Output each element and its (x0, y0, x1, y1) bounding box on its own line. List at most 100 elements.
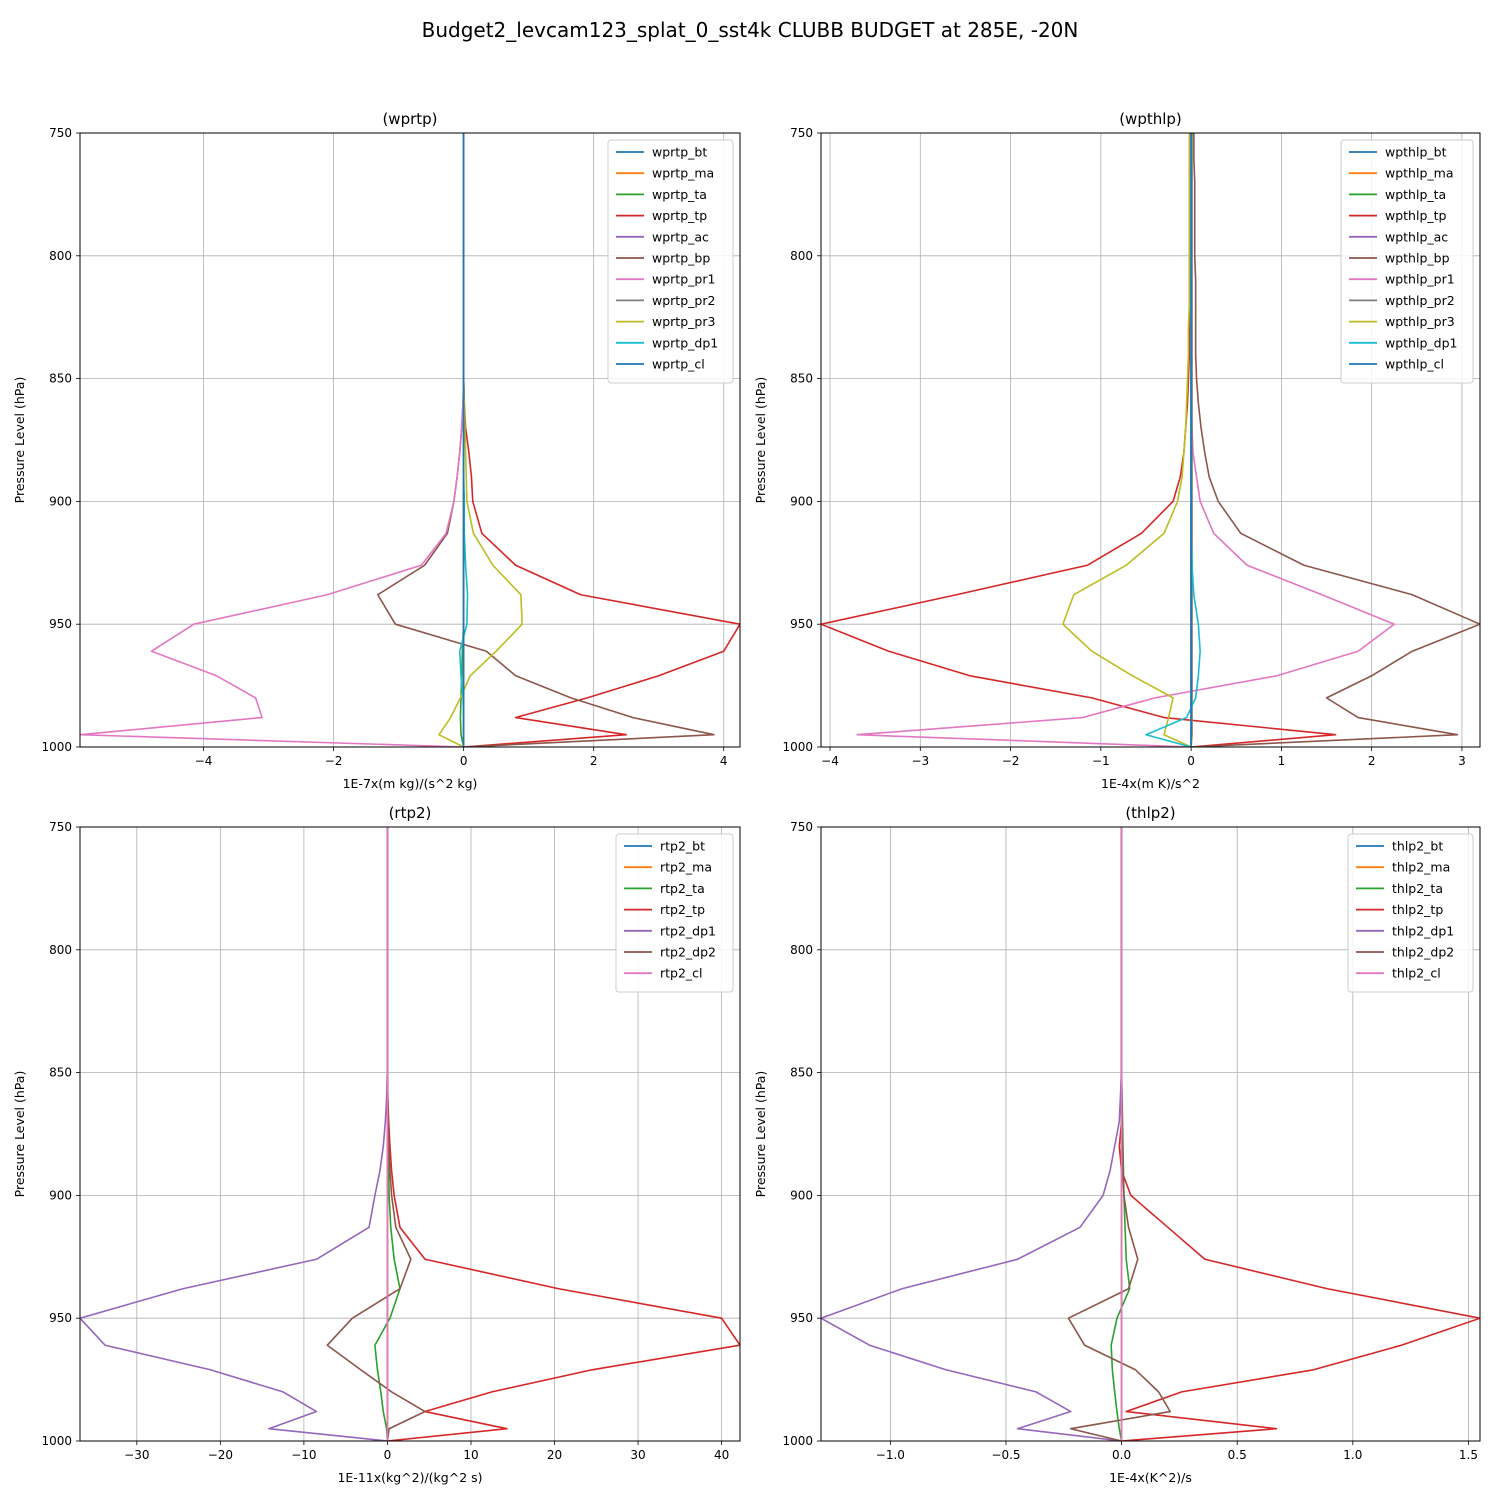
x-tick-label: 4 (720, 754, 728, 768)
y-axis-label: Pressure Level (hPa) (753, 377, 768, 504)
series-line-wpthlp_bp (1191, 133, 1480, 747)
x-tick-label: −4 (821, 754, 839, 768)
y-axis-label: Pressure Level (hPa) (12, 1071, 27, 1198)
legend-label: wprtp_ta (652, 187, 707, 202)
y-tick-label: 900 (790, 494, 813, 508)
legend-label: rtp2_bt (660, 839, 705, 854)
legend-label: wprtp_pr2 (652, 293, 715, 308)
y-tick-label: 900 (49, 1188, 72, 1202)
x-tick-label: −4 (195, 754, 213, 768)
legend-label: wprtp_ma (652, 166, 714, 181)
y-tick-label: 850 (790, 1066, 813, 1080)
y-tick-label: 900 (790, 1188, 813, 1202)
series-line-wpthlp_pr2 (1190, 133, 1193, 747)
y-tick-label: 1000 (782, 740, 813, 754)
y-tick-label: 900 (49, 494, 72, 508)
legend-label: wprtp_pr3 (652, 314, 715, 329)
y-tick-label: 1000 (41, 740, 72, 754)
x-tick-label: 0 (384, 1448, 392, 1462)
y-tick-label: 750 (49, 820, 72, 834)
series-group (80, 133, 740, 747)
chart-panel-3: −30 −20 −10 0 10 20 30 40 750 800 850 900 950 1000 (rt… (12, 804, 741, 1485)
legend-label: wpthlp_cl (1385, 357, 1444, 372)
x-tick-label: 30 (630, 1448, 645, 1462)
legend: thlp2_bt thlp2_ma thlp2_ta thlp2_tp thlp2_dp… (1347, 833, 1474, 993)
chart-panel-1: −4 −2 0 2 4 750 800 850 900 950 1000 (wprtp) 1E-7x(m… (12, 110, 741, 791)
y-tick-label: 800 (790, 249, 813, 263)
chart-panel-2: −4 −3 −2 −1 0 1 2 3 750 800 850 900 950 1000 (wpthlp) 1… (753, 110, 1481, 791)
plot-frame (79, 826, 741, 1442)
legend-label: rtp2_cl (660, 966, 703, 981)
x-tick-label: −0.5 (991, 1448, 1020, 1462)
x-tick-label: −2 (1002, 754, 1020, 768)
chart-title: (wprtp) (382, 110, 437, 128)
legend-label: wprtp_ac (652, 229, 709, 244)
x-axis-label: 1E-7x(m kg)/(s^2 kg) (343, 776, 478, 791)
x-tick-label: −3 (911, 754, 929, 768)
legend-label: wprtp_pr1 (652, 272, 715, 287)
x-tick-label: 0 (1187, 754, 1195, 768)
legend-label: thlp2_dp2 (1392, 945, 1454, 960)
y-tick-label: 750 (790, 126, 813, 140)
x-tick-label: 1.0 (1343, 1448, 1362, 1462)
y-tick-label: 750 (790, 820, 813, 834)
series-group (821, 827, 1480, 1441)
x-tick-label: −10 (291, 1448, 316, 1462)
y-tick-label: 750 (49, 126, 72, 140)
x-tick-label: −2 (325, 754, 343, 768)
legend: wprtp_bt wprtp_ma wprtp_ta wprtp_tp wprtp_ac… (607, 139, 734, 384)
x-tick-label: 40 (714, 1448, 729, 1462)
legend-label: wpthlp_ac (1385, 229, 1448, 244)
legend-label: wpthlp_ma (1385, 166, 1453, 181)
legend-label: wprtp_cl (652, 357, 705, 372)
legend-label: thlp2_tp (1392, 902, 1443, 917)
x-tick-label: 3 (1458, 754, 1466, 768)
y-tick-label: 800 (790, 943, 813, 957)
figure-title: Budget2_levcam123_splat_0_sst4k CLUBB BU… (422, 18, 1079, 42)
y-tick-label: 850 (49, 1066, 72, 1080)
x-tick-label: 0.0 (1112, 1448, 1131, 1462)
y-tick-label: 850 (790, 372, 813, 386)
x-tick-label: 20 (547, 1448, 562, 1462)
plot-frame (820, 132, 1481, 748)
plot-frame (79, 132, 741, 748)
legend-label: thlp2_bt (1392, 839, 1443, 854)
y-tick-label: 950 (49, 617, 72, 631)
panels: −4 −2 0 2 47508008509009501000(wprtp)1E-7x(m… (12, 110, 1481, 1485)
chart-title: (wpthlp) (1119, 110, 1182, 128)
y-tick-label: 1000 (41, 1434, 72, 1448)
y-tick-label: 800 (49, 249, 72, 263)
legend-label: wpthlp_pr1 (1385, 272, 1455, 287)
chart-title: (thlp2) (1125, 804, 1175, 822)
y-axis-label: Pressure Level (hPa) (753, 1071, 768, 1198)
legend-label: rtp2_dp1 (660, 923, 716, 938)
legend-label: rtp2_dp2 (660, 945, 716, 960)
series-group (821, 133, 1480, 747)
legend-label: wprtp_bt (652, 145, 707, 160)
legend-label: wpthlp_tp (1385, 208, 1447, 223)
legend-label: rtp2_ma (660, 860, 712, 875)
x-tick-label: −1 (1092, 754, 1110, 768)
legend-label: rtp2_tp (660, 902, 705, 917)
x-axis-label: 1E-11x(kg^2)/(kg^2 s) (337, 1470, 482, 1485)
y-tick-label: 1000 (782, 1434, 813, 1448)
legend-label: thlp2_ma (1392, 860, 1450, 875)
x-tick-label: 2 (1368, 754, 1376, 768)
y-tick-label: 950 (790, 617, 813, 631)
x-axis-label: 1E-4x(m K)/s^2 (1101, 776, 1200, 791)
legend-label: wprtp_dp1 (652, 335, 718, 350)
legend-label: thlp2_ta (1392, 881, 1443, 896)
x-tick-label: 2 (590, 754, 598, 768)
series-line-wpthlp_pr3 (1062, 133, 1192, 747)
legend-label: wpthlp_ta (1385, 187, 1446, 202)
y-tick-label: 950 (49, 1311, 72, 1325)
legend-label: wpthlp_bp (1385, 251, 1450, 266)
x-tick-label: 10 (463, 1448, 478, 1462)
legend: wpthlp_bt wpthlp_ma wpthlp_ta wpthlp_tpwpth… (1340, 139, 1474, 384)
x-tick-label: 0 (460, 754, 468, 768)
chart-title: (rtp2) (389, 804, 432, 822)
x-tick-label: 1.5 (1459, 1448, 1478, 1462)
y-axis-label: Pressure Level (hPa) (12, 377, 27, 504)
legend-label: wpthlp_pr2 (1385, 293, 1455, 308)
